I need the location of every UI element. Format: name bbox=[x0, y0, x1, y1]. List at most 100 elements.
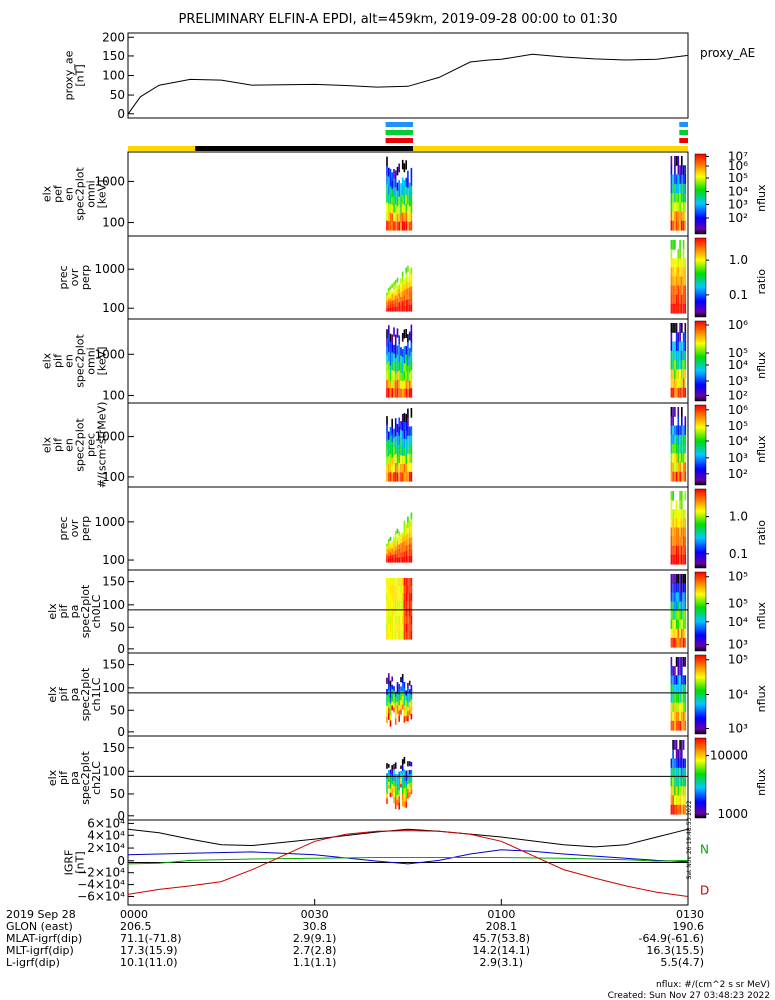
spec-cell bbox=[394, 631, 397, 640]
spec-cell bbox=[400, 301, 402, 307]
spec-cell bbox=[407, 779, 409, 785]
spec-cell bbox=[677, 341, 680, 352]
spec-cell bbox=[389, 714, 392, 721]
spec-cell bbox=[389, 472, 392, 482]
spec-cell bbox=[677, 387, 680, 398]
ytick-label: 200 bbox=[102, 30, 125, 44]
spec-cell bbox=[408, 444, 411, 455]
spec-cell bbox=[677, 378, 680, 389]
spec-cell bbox=[672, 786, 674, 797]
spec-cell bbox=[682, 767, 685, 778]
spec-cell bbox=[674, 156, 676, 166]
spec-cell bbox=[675, 500, 678, 510]
colorbar-tick-label: 10⁴ bbox=[728, 434, 748, 448]
spec-cell bbox=[394, 342, 397, 351]
spec-cell bbox=[674, 425, 676, 436]
spec-cell bbox=[388, 690, 390, 697]
time-row-value: 17.3(15.9) bbox=[120, 944, 178, 957]
spec-cell bbox=[674, 767, 676, 778]
spec-cell bbox=[677, 675, 680, 685]
colorbar-p7 bbox=[694, 654, 707, 735]
spec-cell bbox=[396, 789, 399, 796]
spec-cell bbox=[401, 578, 404, 587]
spec-cell bbox=[391, 379, 393, 389]
spec-cell bbox=[410, 549, 413, 557]
spec-cell bbox=[400, 770, 402, 775]
spec-cell bbox=[393, 303, 395, 308]
spec-cell bbox=[681, 220, 683, 231]
spec-cell bbox=[405, 439, 407, 448]
spec-cell bbox=[675, 387, 678, 398]
spec-cell bbox=[401, 333, 404, 342]
ytick-label: 50 bbox=[110, 88, 125, 102]
spec-cell bbox=[400, 446, 402, 456]
spec-cell bbox=[400, 380, 402, 390]
spec-cell bbox=[398, 553, 400, 559]
spec-cell bbox=[405, 695, 407, 702]
spec-cell bbox=[403, 536, 406, 542]
ylabel-line: elx bbox=[41, 436, 54, 453]
spec-cell bbox=[672, 378, 674, 389]
spec-cell bbox=[386, 551, 388, 555]
spec-cell bbox=[410, 600, 413, 610]
spec-cell bbox=[388, 370, 390, 380]
spec-cell bbox=[670, 610, 673, 621]
spec-cell bbox=[393, 543, 395, 548]
spec-cell bbox=[393, 623, 395, 632]
spec-cell bbox=[672, 628, 674, 639]
spec-cell bbox=[401, 381, 404, 390]
spec-cell bbox=[389, 769, 392, 775]
spec-cell bbox=[394, 558, 397, 563]
spec-cell bbox=[407, 697, 409, 703]
spec-cell bbox=[391, 172, 393, 182]
spec-cell bbox=[400, 784, 402, 788]
colorbar-tick-label: 1000 bbox=[717, 807, 748, 821]
spec-cell bbox=[681, 267, 683, 278]
spec-cell bbox=[677, 276, 680, 287]
spec-cell bbox=[675, 294, 678, 305]
spec-cell bbox=[684, 183, 687, 194]
spec-cell bbox=[679, 323, 681, 333]
spec-cell bbox=[388, 352, 390, 362]
spec-cell bbox=[405, 455, 407, 465]
spec-cell bbox=[674, 303, 676, 314]
spec-cell bbox=[405, 267, 407, 274]
spec-cell bbox=[398, 548, 400, 554]
spec-cell bbox=[403, 769, 406, 777]
spec-cell bbox=[401, 600, 404, 610]
spec-cell bbox=[674, 795, 676, 806]
spec-cell bbox=[408, 426, 411, 437]
spec-cell bbox=[410, 777, 413, 783]
spec-cell bbox=[410, 623, 413, 632]
spec-cell bbox=[684, 462, 687, 473]
spec-cell bbox=[396, 298, 399, 304]
spec-cell bbox=[401, 695, 404, 701]
spec-cell bbox=[391, 689, 393, 694]
spec-cell bbox=[684, 637, 687, 648]
spec-cell bbox=[677, 702, 680, 713]
spec-cell bbox=[682, 702, 685, 713]
time-row-value: 10.1(11.0) bbox=[120, 956, 178, 969]
spec-cell bbox=[677, 657, 680, 667]
spec-cell bbox=[405, 278, 407, 285]
spec-cell bbox=[396, 214, 399, 223]
spec-cell bbox=[682, 720, 685, 731]
spec-cell bbox=[670, 378, 673, 389]
spec-cell bbox=[388, 464, 390, 474]
spec-cell bbox=[386, 175, 388, 185]
spec-cell bbox=[677, 471, 680, 482]
spec-cell bbox=[672, 749, 674, 760]
spec-cell bbox=[679, 509, 681, 519]
spec-cell bbox=[677, 285, 680, 296]
spec-cell bbox=[400, 686, 402, 692]
spec-cell bbox=[386, 464, 388, 474]
spec-cell bbox=[679, 527, 681, 538]
spec-cell bbox=[394, 791, 397, 798]
spec-cell bbox=[389, 781, 392, 786]
spec-cell bbox=[408, 538, 411, 545]
spec-cell bbox=[388, 305, 390, 309]
spec-cell bbox=[675, 220, 678, 231]
spec-cell bbox=[672, 545, 674, 556]
spec-cell bbox=[408, 689, 411, 695]
